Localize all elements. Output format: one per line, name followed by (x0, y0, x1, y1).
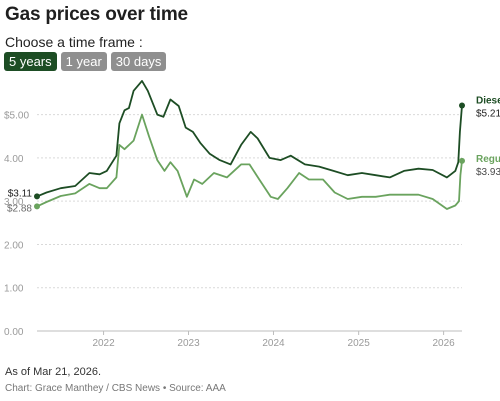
y-tick-label: 0.00 (4, 327, 24, 338)
regular-end-point (459, 157, 465, 164)
regular-series-line (36, 113, 463, 210)
x-tick-label: 2024 (262, 338, 285, 349)
diesel-start-value: $3.11 (8, 188, 33, 199)
chart-credit: Chart: Grace Manthey / CBS News • Source… (5, 383, 226, 394)
x-tick-label: 2023 (177, 338, 200, 349)
timeframe-prompt: Choose a time frame : (5, 34, 143, 50)
y-tick-label: $5.00 (4, 111, 29, 122)
y-tick-label: 2.00 (4, 240, 24, 251)
y-tick-label: 3.00 (4, 197, 24, 208)
diesel-series-line (36, 80, 463, 198)
regular-end-value: $3.93 (476, 167, 500, 178)
y-tick-label: 1.00 (4, 284, 24, 295)
regular-series-name: Regular (476, 154, 500, 165)
timeframe-1-year-button[interactable]: 1 year (60, 52, 107, 71)
regular-start-point (34, 203, 40, 210)
as-of-date: As of Mar 21, 2026. (5, 366, 101, 378)
x-tick-label: 2025 (348, 338, 371, 349)
x-tick-label: 2026 (432, 338, 455, 349)
chart-title: Gas prices over time (5, 4, 188, 25)
y-tick-label: 4.00 (4, 154, 24, 165)
diesel-end-value: $5.21 (476, 109, 500, 120)
diesel-series-name: Diesel (476, 96, 500, 107)
timeframe-toggle-group: 5 years 1 year 30 days (4, 52, 167, 71)
timeframe-30-days-button[interactable]: 30 days (110, 52, 167, 71)
diesel-end-point (459, 102, 465, 109)
x-tick-label: 2022 (92, 338, 115, 349)
timeframe-5-years-button[interactable]: 5 years (4, 52, 57, 71)
regular-start-value: $2.88 (7, 203, 32, 214)
diesel-start-point (34, 193, 40, 200)
